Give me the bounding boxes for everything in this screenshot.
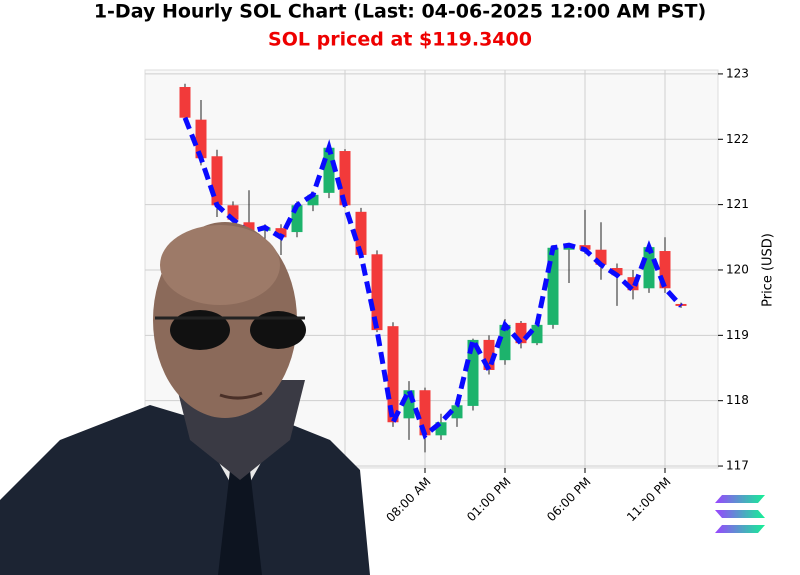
y-axis-label: Price (USD) (761, 233, 776, 307)
candle-body (451, 405, 463, 419)
candle-body (195, 119, 207, 159)
y-tick-label: 119 (726, 328, 749, 342)
candle-body (531, 324, 543, 344)
candle-body (275, 228, 287, 238)
close-line (182, 116, 683, 440)
candle-body (483, 339, 495, 370)
candle-body (435, 422, 447, 436)
candle-body (595, 249, 607, 265)
candle-body (467, 339, 479, 406)
x-tick-label: 01:00 PM (464, 475, 513, 524)
figure (0, 222, 370, 575)
candle-body (323, 147, 335, 193)
candle-body (643, 247, 655, 289)
candle-body (387, 326, 399, 423)
y-tick-label: 121 (726, 197, 749, 211)
candle-body (515, 322, 527, 344)
candle-body (179, 86, 191, 118)
chart-subtitle: SOL priced at $119.3400 (268, 29, 532, 51)
candle-body (211, 156, 223, 206)
candle-body (371, 254, 383, 331)
candle-body (339, 151, 351, 206)
candle-body (403, 390, 415, 419)
x-tick-label: 06:00 PM (544, 475, 593, 524)
candle-body (611, 268, 623, 276)
x-tick-label: 11:00 PM (624, 475, 673, 524)
candle-body (419, 390, 431, 436)
candle-body (355, 211, 367, 255)
y-tick-label: 123 (726, 66, 749, 80)
x-tick-label: 08:00 AM (383, 475, 433, 525)
candle-body (243, 222, 255, 233)
candle-body (659, 251, 671, 289)
candle-body (307, 194, 319, 206)
y-tick-label: 120 (726, 262, 749, 276)
candle-body (499, 324, 511, 361)
candle-body (547, 247, 559, 325)
y-tick-label: 118 (726, 393, 749, 407)
solana-logo (715, 495, 765, 533)
chart-title: 1-Day Hourly SOL Chart (Last: 04-06-2025… (94, 1, 706, 23)
y-tick-label: 117 (726, 459, 749, 473)
candle-body (227, 205, 239, 220)
y-tick-label: 122 (726, 132, 749, 146)
candle-body (291, 205, 303, 233)
